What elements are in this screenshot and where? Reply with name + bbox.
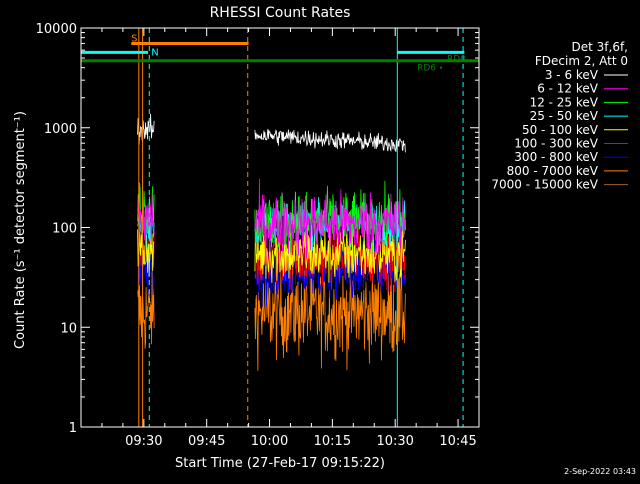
- trace-50-100-kev-seg0: [137, 229, 155, 278]
- x-tick-label-0: 09:30: [125, 434, 162, 449]
- chart-title: RHESSI Count Rates: [210, 5, 351, 21]
- legend-entry-1: 6 - 12 keV: [537, 82, 599, 96]
- decimation-label-rd6: RD6: [417, 64, 436, 74]
- trace-6-12-kev-seg0: [137, 192, 155, 245]
- legend-entry-8: 7000 - 15000 keV: [491, 178, 598, 192]
- trace-6-12-kev-seg1: [254, 178, 406, 267]
- data-traces: [137, 113, 406, 371]
- x-tick-label-2: 10:00: [251, 434, 288, 449]
- trace-3-6-kev-seg1: [254, 128, 406, 153]
- decimation-label-rd0: RD0: [447, 55, 466, 65]
- x-tick-label-5: 10:45: [439, 434, 476, 449]
- x-tick-label-3: 10:15: [314, 434, 351, 449]
- attenuator-label: S: [131, 33, 137, 44]
- legend-header-detectors: Det 3f,6f,: [572, 40, 629, 54]
- x-tick-label-4: 10:30: [376, 434, 413, 449]
- x-tick-label-1: 09:45: [188, 434, 225, 449]
- y-tick-label-1: 10: [60, 321, 77, 336]
- trace-3-6-kev-seg0: [137, 113, 155, 145]
- axes: 09:30 09:45 10:00 10:15 10:30 10:45 1 10 100 1000…: [36, 22, 480, 449]
- trace-800-7000-kev-seg0: [137, 262, 155, 349]
- y-tick-label-0: 1: [69, 421, 77, 436]
- legend-entry-0: 3 - 6 keV: [545, 68, 599, 82]
- legend-entry-7: 800 - 7000 keV: [507, 164, 599, 178]
- night-label: N: [151, 47, 158, 58]
- annotations: S N RD6 RD0: [80, 28, 479, 427]
- y-tick-label-4: 10000: [36, 22, 77, 37]
- decimation-marker: [440, 66, 442, 69]
- x-axis-label: Start Time (27-Feb-17 09:15:22): [175, 456, 385, 471]
- legend-entry-4: 50 - 100 keV: [522, 123, 599, 137]
- legend-entry-3: 25 - 50 keV: [530, 109, 599, 123]
- legend-entry-2: 12 - 25 keV: [530, 95, 599, 109]
- trace-100-300-kev-seg1: [254, 222, 406, 293]
- y-tick-label-3: 1000: [44, 122, 77, 137]
- y-axis-label: Count Rate (s⁻¹ detector segment⁻¹): [13, 111, 28, 349]
- legend-entry-6: 300 - 800 keV: [514, 150, 598, 164]
- y-tick-label-2: 100: [52, 222, 77, 237]
- legend-entry-5: 100 - 300 keV: [514, 137, 598, 151]
- trace-800-7000-kev-seg1: [254, 258, 406, 371]
- legend-header-decimation: FDecim 2, Att 0: [535, 54, 628, 68]
- footer-timestamp: 2-Sep-2022 03:43: [564, 467, 636, 476]
